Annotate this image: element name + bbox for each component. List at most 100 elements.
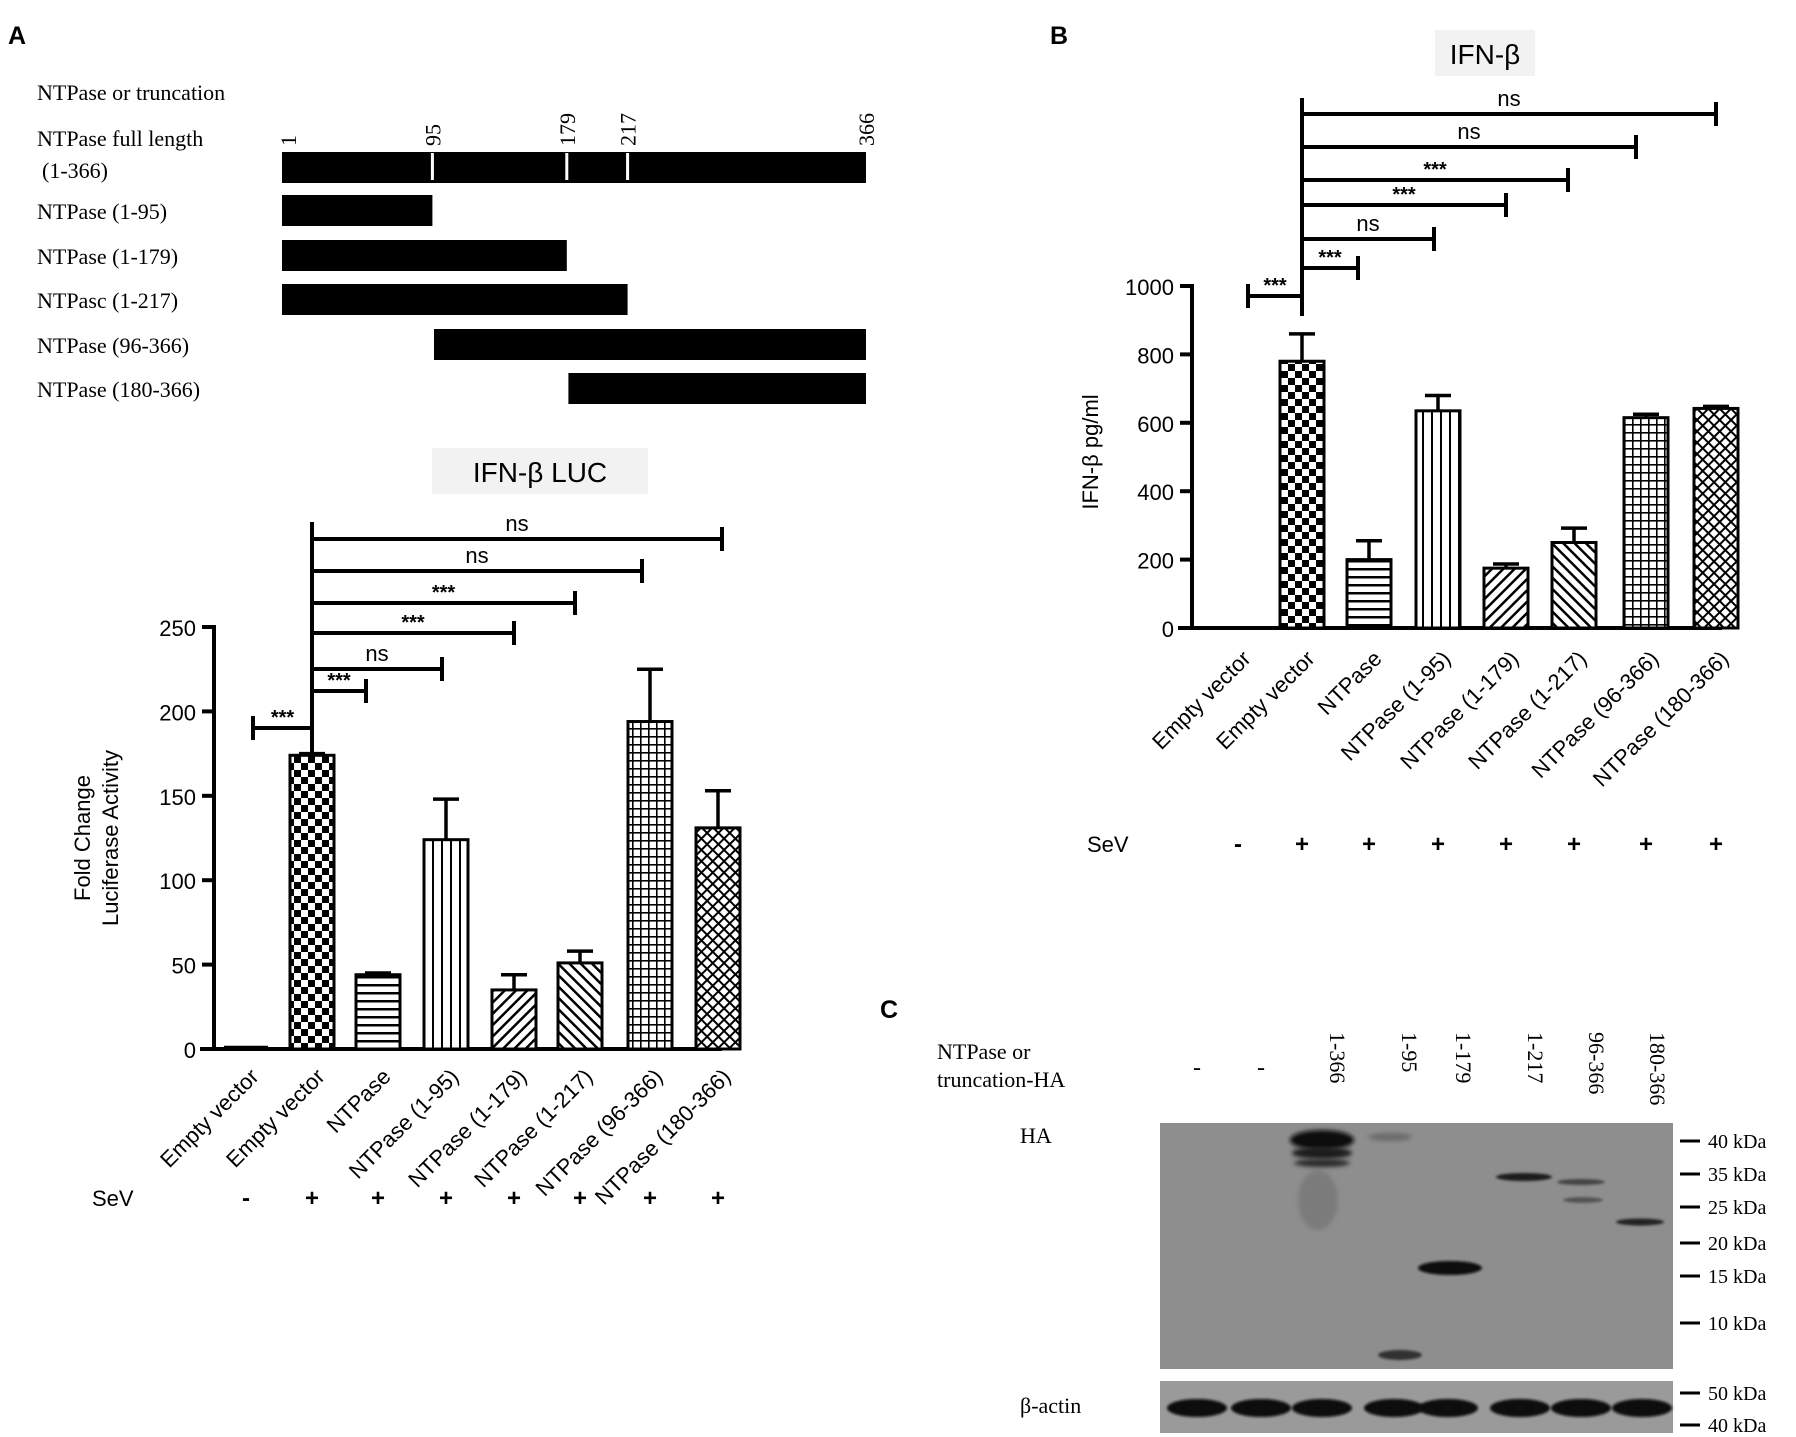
ha-bands — [1290, 1130, 1664, 1360]
domain-marker-line — [626, 153, 630, 180]
band-180-366 — [1616, 1218, 1664, 1226]
domain-bar — [282, 152, 866, 183]
bar — [1414, 409, 1462, 630]
y-tick-label: 1000 — [1125, 275, 1174, 300]
sig-label: ns — [365, 641, 388, 666]
sev-sign: + — [573, 1185, 587, 1212]
chart-title-bg — [1435, 30, 1535, 76]
y-axis-label: IFN-β pg/ml — [1078, 394, 1103, 509]
x-category-label: NTPase (1-217) — [1463, 646, 1591, 774]
lane-label: - — [1257, 1055, 1265, 1081]
domain-map: NTPase or truncation NTPase full length (… — [37, 80, 879, 404]
domain-row-sublabel: (1-366) — [42, 158, 108, 183]
sev-sign: + — [1362, 831, 1376, 858]
y-tick-label: 0 — [1162, 617, 1174, 642]
bar — [1692, 406, 1740, 630]
blot-header-line1: NTPase or — [937, 1039, 1031, 1064]
sev-sign: + — [1431, 831, 1445, 858]
bar — [694, 826, 742, 1051]
band-1-366-main — [1290, 1130, 1354, 1150]
western-blot: NTPase or truncation-HA HA β-actin — [937, 1032, 1766, 1437]
domain-row-label: NTPase (180-366) — [37, 377, 200, 402]
x-category-label: NTPase (96-366) — [1527, 646, 1664, 783]
x-category-label: NTPase (180-366) — [1588, 646, 1734, 792]
actin-band — [1292, 1399, 1352, 1417]
actin-band — [1231, 1399, 1291, 1417]
domain-row-label: NTPase (1-95) — [37, 199, 167, 224]
domain-marker-line — [565, 153, 569, 180]
y-tick-label: 150 — [159, 785, 196, 810]
y-tick-label: 800 — [1137, 343, 1174, 368]
sig-label: ns — [1457, 119, 1480, 144]
chart-a: IFN-β LUC Fold Change Luciferase Activity 0… — [70, 448, 742, 1212]
domain-marker-label: 179 — [555, 113, 580, 146]
sig-label: ns — [505, 511, 528, 536]
actin-band — [1418, 1399, 1478, 1417]
x-category-label: NTPase (1-179) — [1395, 646, 1523, 774]
sev-sign: + — [1567, 831, 1581, 858]
actin-band — [1490, 1399, 1550, 1417]
bar — [556, 961, 604, 1051]
actin-band — [1167, 1399, 1227, 1417]
sev-sign: + — [305, 1185, 319, 1212]
sig-label: *** — [1318, 247, 1342, 269]
sig-label: *** — [271, 707, 295, 729]
x-category-label: NTPase (96-366) — [531, 1064, 668, 1201]
y-tick-label: 50 — [172, 954, 196, 979]
sig-label: ns — [465, 543, 488, 568]
domain-bar — [282, 240, 567, 271]
domain-bar — [434, 329, 866, 360]
chart-title-bg — [432, 448, 648, 494]
bar — [490, 988, 538, 1051]
panel-label-c: C — [880, 996, 898, 1024]
sev-sign: + — [439, 1185, 453, 1212]
kda-label: 25 kDa — [1708, 1197, 1766, 1219]
band-1-366-smear — [1298, 1170, 1338, 1230]
domain-row-label: NTPase full length — [37, 126, 203, 151]
sig-label: *** — [432, 582, 456, 604]
y-tick-label: 250 — [159, 616, 196, 641]
y-tick-label: 400 — [1137, 480, 1174, 505]
kda-label: 10 kDa — [1708, 1313, 1766, 1335]
lane-label: 180-366 — [1645, 1032, 1670, 1105]
y-tick-label: 200 — [159, 700, 196, 725]
sev-sign: - — [242, 1185, 250, 1212]
x-category-label: NTPase (1-217) — [469, 1064, 597, 1192]
chart-title: IFN-β — [1450, 39, 1521, 70]
kda-label: 20 kDa — [1708, 1233, 1766, 1255]
sev-label: SeV — [1087, 832, 1129, 857]
domain-bar — [568, 373, 866, 404]
y-axis-label: Luciferase Activity — [98, 750, 123, 926]
lane-label: 96-366 — [1584, 1032, 1609, 1094]
y-tick-label: 100 — [159, 869, 196, 894]
kda-label: 15 kDa — [1708, 1266, 1766, 1288]
y-tick-label: 200 — [1137, 549, 1174, 574]
sig-label: ns — [1356, 211, 1379, 236]
bar — [1345, 558, 1393, 630]
panel-label-b: B — [1050, 22, 1068, 50]
bar — [1622, 416, 1670, 630]
sev-sign: + — [711, 1185, 725, 1212]
band-1-95-faint — [1368, 1133, 1412, 1141]
lane-label: 1-366 — [1325, 1032, 1350, 1083]
ha-label: HA — [1020, 1123, 1052, 1148]
sig-label: *** — [1423, 159, 1447, 181]
lane-label: 1-179 — [1451, 1032, 1476, 1083]
sev-sign: + — [1709, 831, 1723, 858]
sig-label: *** — [1392, 184, 1416, 206]
actin-label: β-actin — [1020, 1393, 1081, 1418]
bar — [354, 973, 402, 1051]
sev-sign: + — [643, 1185, 657, 1212]
domain-bar — [282, 195, 433, 226]
panel-label-a: A — [8, 22, 26, 50]
kda-markers: 40 kDa 35 kDa 25 kDa 20 kDa 15 kDa 10 kDa 50 k… — [1680, 1131, 1766, 1437]
sig-label: *** — [401, 612, 425, 634]
actin-band — [1364, 1399, 1424, 1417]
domain-row-label: NTPase (1-179) — [37, 244, 178, 269]
lane-labels: - - 1-366 1-95 1-179 1-217 96-366 180-366 — [1193, 1032, 1670, 1105]
bar — [288, 753, 336, 1051]
kda-label: 50 kDa — [1708, 1383, 1766, 1405]
actin-band — [1551, 1399, 1611, 1417]
